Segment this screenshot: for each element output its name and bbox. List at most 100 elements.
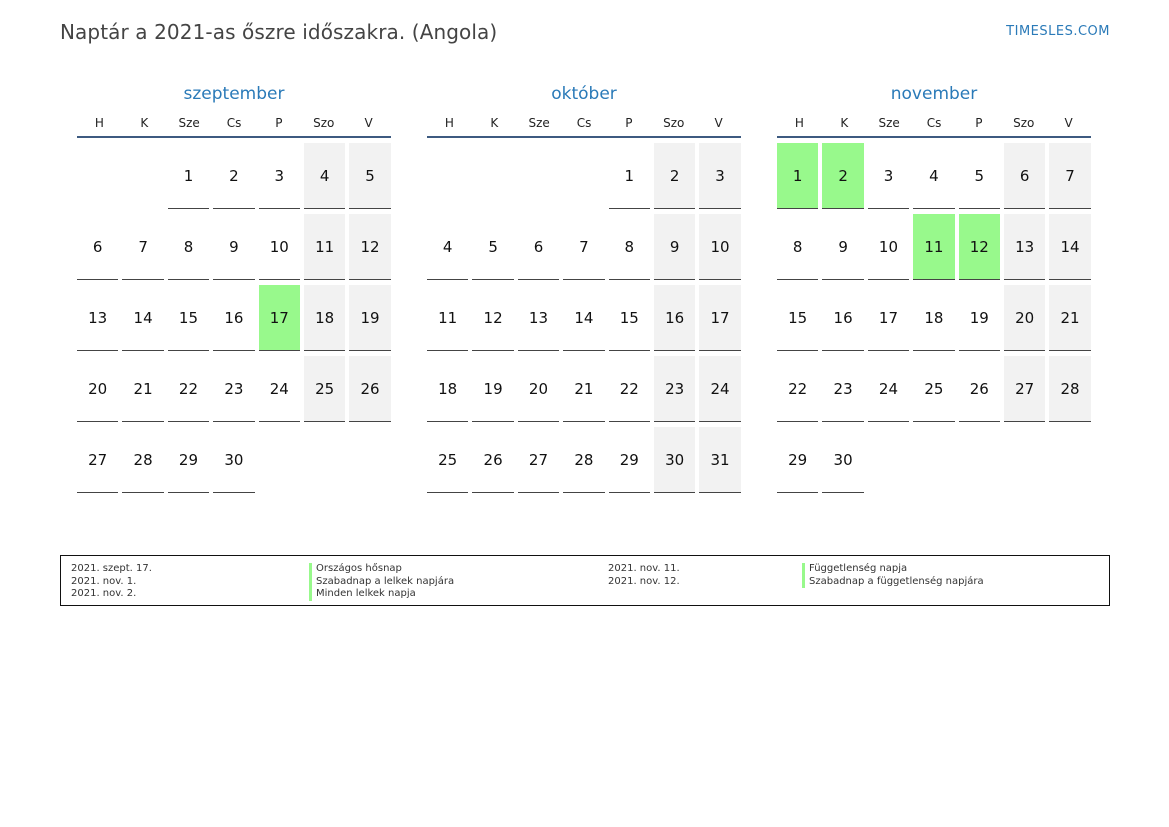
month-title: október	[551, 84, 617, 104]
legend-dates-right: 2021. nov. 11. 2021. nov. 12.	[608, 563, 680, 588]
day-cell: 8	[608, 214, 650, 280]
legend-date: 2021. nov. 12.	[608, 575, 680, 587]
day-cell: 20	[517, 356, 560, 422]
day-cell: 11	[303, 214, 346, 280]
weekday-label: P	[275, 116, 283, 130]
day-cell: 25	[303, 356, 346, 422]
day-cell: 3	[867, 143, 910, 209]
day-cell: 24	[867, 356, 910, 422]
day-cell: 9	[213, 214, 255, 280]
empty-cell	[427, 143, 468, 209]
day-cell: 1	[167, 143, 210, 209]
month-october: október H K Sze Cs P Szo V 1 2 3 4 5 6 7 8 9 10 11…	[427, 84, 741, 493]
day-cell: 21	[563, 356, 605, 422]
day-cell: 4	[913, 143, 955, 209]
weekday-label: Sze	[178, 116, 200, 130]
day-cell: 10	[258, 214, 300, 280]
day-cell: 14	[563, 285, 605, 351]
weekday-label: Szo	[313, 116, 335, 130]
day-cell: 27	[1003, 356, 1046, 422]
legend-holiday-name: Minden lelkek napja	[309, 588, 454, 601]
empty-cell	[472, 143, 513, 209]
day-cell: 18	[303, 285, 346, 351]
day-cell: 24	[699, 356, 741, 422]
day-grid: 1 2 3 4 5 6 7 8 9 10 11 12 13 14 15 16 17 18 19 20 21 22 23 24 2…	[427, 143, 741, 493]
empty-cell	[122, 143, 163, 209]
day-cell: 26	[472, 427, 514, 493]
day-cell: 28	[1049, 356, 1091, 422]
day-cell: 7	[122, 214, 164, 280]
day-cell: 21	[1049, 285, 1091, 351]
day-cell: 17	[867, 285, 910, 351]
legend-holiday-name: Függetlenség napja	[802, 563, 984, 576]
legend-names-left: Országos hősnap Szabadnap a lelkek napjá…	[309, 563, 454, 601]
day-cell: 4	[303, 143, 346, 209]
day-cell: 27	[77, 427, 119, 493]
day-cell: 11	[427, 285, 469, 351]
month-title: november	[890, 84, 978, 104]
legend-holiday-name: Szabadnap a lelkek napjára	[309, 575, 454, 588]
day-cell: 30	[822, 427, 864, 493]
day-cell: 29	[167, 427, 210, 493]
legend-names-right: Függetlenség napja Szabadnap a független…	[802, 563, 984, 588]
day-cell: 23	[213, 356, 255, 422]
day-cell: 14	[1049, 214, 1091, 280]
weekday-label: H	[794, 116, 804, 130]
day-cell: 13	[77, 285, 119, 351]
day-cell: 18	[913, 285, 955, 351]
legend-dates-left: 2021. szept. 17. 2021. nov. 1. 2021. nov…	[71, 563, 152, 601]
day-cell: 16	[213, 285, 255, 351]
day-cell: 1	[608, 143, 650, 209]
weekday-label: Sze	[528, 116, 550, 130]
day-cell: 28	[563, 427, 605, 493]
day-cell: 14	[122, 285, 164, 351]
day-cell: 16	[653, 285, 696, 351]
weekday-label: Cs	[576, 116, 592, 130]
day-cell: 26	[349, 356, 391, 422]
empty-cell	[563, 143, 604, 209]
day-cell: 22	[167, 356, 210, 422]
legend-holiday-name: Szabadnap a függetlenség napjára	[802, 575, 984, 588]
day-cell: 19	[349, 285, 391, 351]
day-cell: 8	[167, 214, 210, 280]
month-title: szeptember	[183, 84, 285, 104]
day-cell: 30	[213, 427, 255, 493]
weekday-label: Szo	[663, 116, 685, 130]
weekday-label: V	[714, 116, 723, 130]
day-cell: 2	[653, 143, 696, 209]
brand-link[interactable]: TIMESLES.COM	[1006, 24, 1110, 39]
day-cell: 6	[517, 214, 560, 280]
weekday-label: Szo	[1013, 116, 1035, 130]
day-cell: 7	[563, 214, 605, 280]
month-november: november H K Sze Cs P Szo V 1 2 3 4 5 6 7 8 9 10 1…	[777, 84, 1091, 493]
day-cell: 22	[608, 356, 650, 422]
legend-date: 2021. nov. 11.	[608, 563, 680, 574]
day-cell: 12	[349, 214, 391, 280]
day-cell: 28	[122, 427, 164, 493]
page-title: Naptár a 2021-as őszre időszakra. (Angol…	[60, 20, 498, 44]
day-cell: 25	[913, 356, 955, 422]
holiday-day-cell: 12	[958, 214, 1000, 280]
weekday-label: K	[840, 116, 849, 130]
day-cell: 9	[822, 214, 864, 280]
legend-holiday-name: Országos hősnap	[309, 563, 454, 576]
day-cell: 5	[472, 214, 514, 280]
weekday-label: V	[1064, 116, 1073, 130]
day-cell: 13	[517, 285, 560, 351]
day-cell: 27	[517, 427, 560, 493]
day-grid: 1 2 3 4 5 6 7 8 9 10 11 12 13 14 15 16 17 18 19 20 21 22 23 24 2…	[777, 143, 1091, 493]
day-cell: 5	[349, 143, 391, 209]
day-cell: 19	[958, 285, 1000, 351]
day-cell: 6	[1003, 143, 1046, 209]
day-cell: 21	[122, 356, 164, 422]
day-cell: 8	[777, 214, 819, 280]
day-cell: 31	[699, 427, 741, 493]
weekday-label: H	[444, 116, 454, 130]
holiday-day-cell: 17	[258, 285, 300, 351]
weekday-header: H K Sze Cs P Szo V	[427, 116, 741, 138]
weekday-label: P	[625, 116, 633, 130]
day-cell: 10	[699, 214, 741, 280]
day-cell: 2	[213, 143, 255, 209]
day-grid: 1 2 3 4 5 6 7 8 9 10 11 12 13 14 15 16 17 18 19 20 21 22 23 24 2…	[77, 143, 391, 493]
weekday-label: V	[364, 116, 373, 130]
